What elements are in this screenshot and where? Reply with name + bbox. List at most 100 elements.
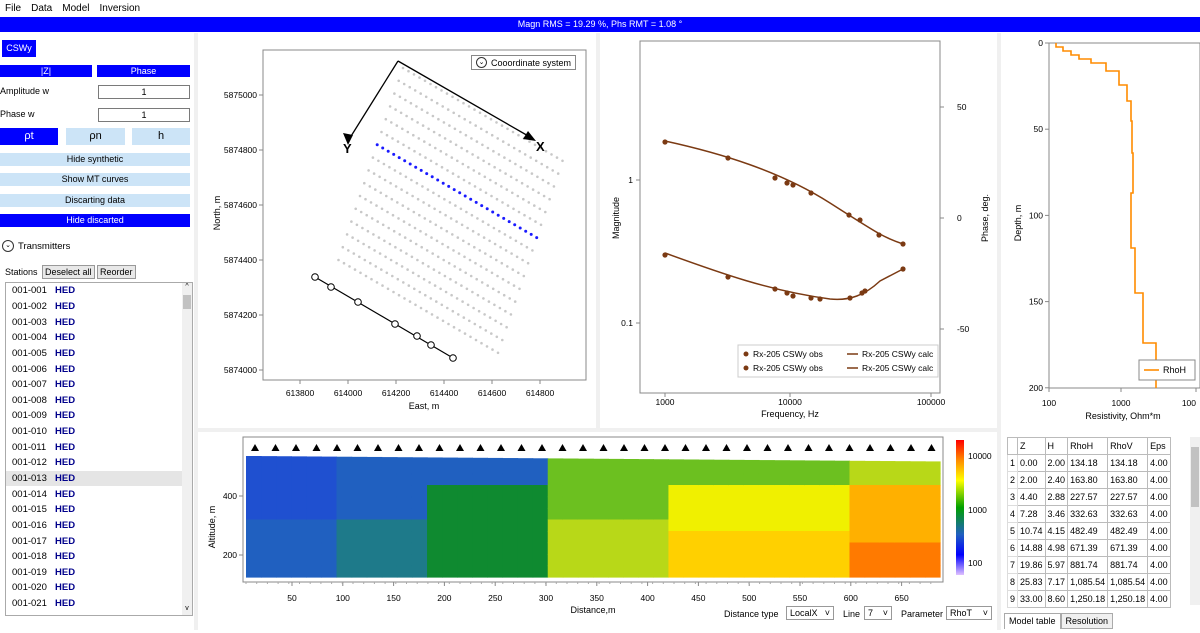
resistivity-section[interactable]: 50 100 150 200 250 300 350 400 450 500 550 600 650 40… xyxy=(198,432,997,630)
table-cell[interactable]: 1,085.54 xyxy=(1067,573,1109,591)
menu-data[interactable]: Data xyxy=(31,2,53,14)
station-row[interactable]: 001-006 HED xyxy=(6,361,192,377)
table-cell[interactable]: 881.74 xyxy=(1107,556,1149,574)
table-cell[interactable]: 332.63 xyxy=(1107,505,1149,523)
hide-discarted-button[interactable]: Hide discarted xyxy=(0,214,190,227)
table-cell[interactable]: 4.00 xyxy=(1147,573,1171,591)
table-row[interactable]: 6 14.88 4.98 671.39 671.39 4.00 xyxy=(1006,539,1171,557)
amplitude-weight-input[interactable]: 1 xyxy=(98,85,190,99)
table-row[interactable]: 2 2.00 2.40 163.80 163.80 4.00 xyxy=(1006,471,1171,489)
station-row[interactable]: 001-014 HED xyxy=(6,486,192,502)
table-cell[interactable]: 482.49 xyxy=(1067,522,1109,540)
station-row[interactable]: 001-017 HED xyxy=(6,533,192,549)
scroll-down-icon[interactable]: v xyxy=(185,605,189,612)
table-cell[interactable]: 2.88 xyxy=(1044,488,1069,506)
table-cell[interactable]: 134.18 xyxy=(1067,454,1109,472)
table-header[interactable]: RhoH xyxy=(1067,437,1109,455)
table-scroll-thumb[interactable] xyxy=(1191,447,1199,507)
table-cell[interactable]: 227.57 xyxy=(1067,488,1109,506)
station-row[interactable]: 001-003 HED xyxy=(6,314,192,330)
discarting-data-button[interactable]: Discarting data xyxy=(0,194,190,207)
table-cell[interactable]: 3.46 xyxy=(1044,505,1069,523)
table-cell[interactable]: 4.98 xyxy=(1044,539,1069,557)
parameter-select[interactable]: RhoT ˅ xyxy=(946,606,992,620)
table-cell[interactable]: 33.00 xyxy=(1017,590,1046,608)
table-cell[interactable]: 4.00 xyxy=(1147,488,1171,506)
menu-inversion[interactable]: Inversion xyxy=(99,2,141,14)
tab-resolution[interactable]: Resolution xyxy=(1060,613,1114,629)
table-cell[interactable]: 0.00 xyxy=(1017,454,1046,472)
rho-t-button[interactable]: ρt xyxy=(0,128,58,145)
station-row[interactable]: 001-002 HED xyxy=(6,299,192,315)
station-row[interactable]: 001-020 HED xyxy=(6,580,192,596)
station-row[interactable]: 001-001 HED xyxy=(6,283,192,299)
table-cell[interactable]: 881.74 xyxy=(1067,556,1109,574)
table-row[interactable]: 4 7.28 3.46 332.63 332.63 4.00 xyxy=(1006,505,1171,523)
table-cell[interactable]: 134.18 xyxy=(1107,454,1149,472)
table-cell[interactable]: 4.00 xyxy=(1147,505,1171,523)
coordinate-system-button[interactable]: ⌄ Cooordinate system xyxy=(471,55,577,70)
table-cell[interactable]: 4.40 xyxy=(1017,488,1046,506)
station-row[interactable]: 001-012 HED xyxy=(6,455,192,471)
table-cell[interactable]: 7.28 xyxy=(1017,505,1046,523)
scroll-thumb[interactable] xyxy=(183,295,191,309)
table-cell[interactable]: 4.00 xyxy=(1147,471,1171,489)
table-row[interactable]: 8 25.83 7.17 1,085.54 1,085.54 4.00 xyxy=(1006,573,1171,591)
transmitters-expander[interactable]: ⌄ Transmitters xyxy=(2,240,70,252)
table-cell[interactable]: 1,250.18 xyxy=(1067,590,1109,608)
table-cell[interactable]: 19.86 xyxy=(1017,556,1046,574)
table-row[interactable]: 9 33.00 8.60 1,250.18 1,250.18 4.00 xyxy=(1006,590,1171,608)
station-row[interactable]: 001-021 HED xyxy=(6,596,192,612)
station-row[interactable]: 001-019 HED xyxy=(6,565,192,581)
table-cell[interactable]: 4.00 xyxy=(1147,590,1171,608)
table-cell[interactable]: 227.57 xyxy=(1107,488,1149,506)
component-button[interactable]: CSWy xyxy=(2,40,36,57)
table-cell[interactable]: 2.40 xyxy=(1044,471,1069,489)
hide-synthetic-button[interactable]: Hide synthetic xyxy=(0,153,190,166)
table-header[interactable]: Eps xyxy=(1147,437,1171,455)
menu-model[interactable]: Model xyxy=(62,2,90,14)
table-header[interactable]: H xyxy=(1044,437,1069,455)
table-cell[interactable]: 4.00 xyxy=(1147,522,1171,540)
menu-file[interactable]: File xyxy=(5,2,22,14)
table-cell[interactable]: 2.00 xyxy=(1044,454,1069,472)
table-header[interactable]: Z xyxy=(1017,437,1046,455)
table-cell[interactable]: 671.39 xyxy=(1067,539,1109,557)
table-cell[interactable]: 4.00 xyxy=(1147,454,1171,472)
table-row[interactable]: 3 4.40 2.88 227.57 227.57 4.00 xyxy=(1006,488,1171,506)
table-cell[interactable]: 10.74 xyxy=(1017,522,1046,540)
line-select[interactable]: 7 ˅ xyxy=(864,606,892,620)
station-row[interactable]: 001-016 HED xyxy=(6,518,192,534)
table-cell[interactable]: 4.00 xyxy=(1147,539,1171,557)
scroll-up-icon[interactable]: ^ xyxy=(185,283,189,290)
reorder-button[interactable]: Reorder xyxy=(97,265,136,279)
table-cell[interactable]: 2.00 xyxy=(1017,471,1046,489)
station-row[interactable]: 001-009 HED xyxy=(6,408,192,424)
table-cell[interactable]: 14.88 xyxy=(1017,539,1046,557)
stations-scrollbar[interactable]: ^ v xyxy=(182,283,192,615)
table-cell[interactable]: 25.83 xyxy=(1017,573,1046,591)
table-cell[interactable]: 5.97 xyxy=(1044,556,1069,574)
stations-list[interactable]: 001-001 HED 001-002 HED 001-003 HED 001-004 HED… xyxy=(5,282,193,616)
table-row[interactable]: 5 10.74 4.15 482.49 482.49 4.00 xyxy=(1006,522,1171,540)
phase-weight-input[interactable]: 1 xyxy=(98,108,190,122)
station-row[interactable]: 001-018 HED xyxy=(6,549,192,565)
station-row[interactable]: 001-010 HED xyxy=(6,424,192,440)
table-cell[interactable]: 163.80 xyxy=(1067,471,1109,489)
table-cell[interactable]: 8.60 xyxy=(1044,590,1069,608)
station-row[interactable]: 001-005 HED xyxy=(6,346,192,362)
table-header[interactable]: RhoV xyxy=(1107,437,1149,455)
table-row[interactable]: 7 19.86 5.97 881.74 881.74 4.00 xyxy=(1006,556,1171,574)
h-button[interactable]: h xyxy=(132,128,190,145)
rho-n-button[interactable]: ρn xyxy=(66,128,125,145)
phase-button[interactable]: Phase xyxy=(97,65,190,77)
table-cell[interactable]: 4.00 xyxy=(1147,556,1171,574)
distance-type-select[interactable]: LocalX ˅ xyxy=(786,606,834,620)
tab-model-table[interactable]: Model table xyxy=(1004,613,1061,629)
resistivity-depth-chart[interactable]: 0 50 100 150 200 100 1000 100 RhoH Resistivity,… xyxy=(1001,33,1200,428)
sounding-curves-chart[interactable]: 1000 10000 100000 1 0.1 50 0 -50 Rx-205 CSWy ob… xyxy=(600,33,997,428)
table-cell[interactable]: 163.80 xyxy=(1107,471,1149,489)
station-row[interactable]: 001-013 HED xyxy=(6,470,192,487)
table-cell[interactable]: 332.63 xyxy=(1067,505,1109,523)
table-cell[interactable]: 4.15 xyxy=(1044,522,1069,540)
